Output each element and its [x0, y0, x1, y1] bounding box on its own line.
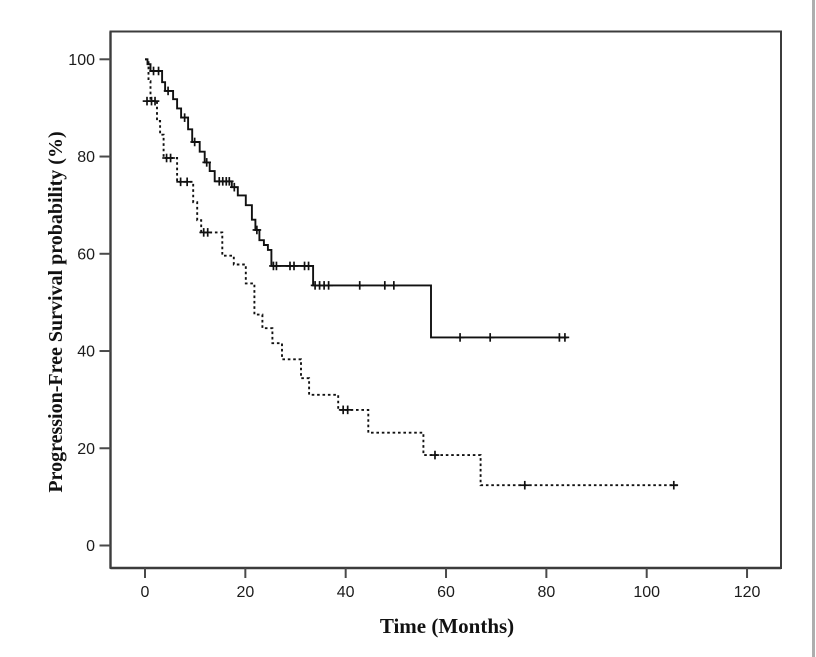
x-tick-label: 60: [437, 584, 455, 601]
y-axis-ticks: 0 20 40 60 80 100: [68, 52, 111, 555]
x-tick-label: 100: [633, 584, 660, 601]
axis-lines: [109, 31, 781, 570]
censor-marks-dashed: [142, 96, 679, 490]
x-tick-label: 0: [141, 584, 150, 601]
km-curve-solid: [145, 58, 568, 339]
x-tick-label: 80: [537, 584, 555, 601]
x-tick-label: 120: [734, 584, 761, 601]
y-axis-title: Progression-Free Survival probability (%…: [45, 131, 67, 493]
y-tick-label: 40: [77, 344, 95, 361]
y-tick-label: 60: [77, 246, 95, 263]
x-tick-label: 20: [236, 584, 254, 601]
y-tick-label: 20: [77, 441, 95, 458]
y-tick-label: 0: [86, 538, 95, 555]
x-axis-title: Time (Months): [379, 614, 515, 638]
plot-frame: [109, 30, 782, 569]
right-edge-border: [812, 0, 815, 657]
y-tick-label: 100: [68, 52, 95, 69]
x-axis-ticks: 0 20 40 60 80 100 120: [141, 568, 761, 601]
km-curve-dashed: [145, 58, 680, 487]
censor-marks-solid: [149, 66, 570, 342]
y-tick-label: 80: [77, 149, 95, 166]
x-tick-label: 40: [337, 584, 355, 601]
